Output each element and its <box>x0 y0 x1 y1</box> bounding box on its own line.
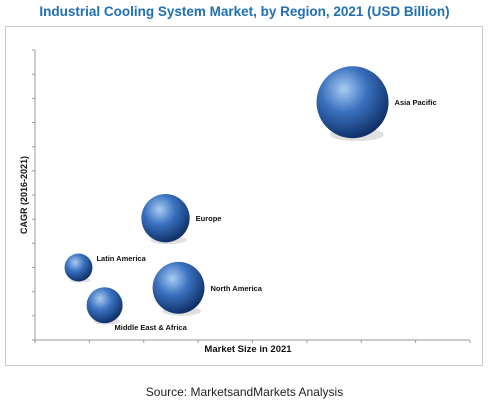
axis-ticks <box>32 49 471 343</box>
bubble-asia-pacific <box>316 66 389 139</box>
bubble-label-latin-america: Latin America <box>96 254 146 263</box>
bubbles <box>64 66 389 325</box>
bubble-label-asia-pacific: Asia Pacific <box>395 98 437 107</box>
x-axis-label: Market Size in 2021 <box>204 344 292 355</box>
chart-title: Industrial Cooling System Market, by Reg… <box>39 4 450 19</box>
bubble-north-america <box>152 261 205 314</box>
bubble-middle-east-and-africa <box>86 287 123 324</box>
bubble-label-europe: Europe <box>196 214 222 223</box>
chart-frame <box>5 26 483 366</box>
bubble-label-north-america: North America <box>211 284 263 293</box>
bubble-labels: Asia Pacific Europe North America Latin Ame… <box>96 98 436 332</box>
bubble-latin-america <box>64 253 93 282</box>
bubble-label-middle-east-and-africa: Middle East & Africa <box>115 323 188 332</box>
y-axis-label: CAGR (2016-2021) <box>19 156 29 234</box>
source-note: Source: MarketsandMarkets Analysis <box>145 385 344 399</box>
bubble-europe <box>141 194 190 243</box>
